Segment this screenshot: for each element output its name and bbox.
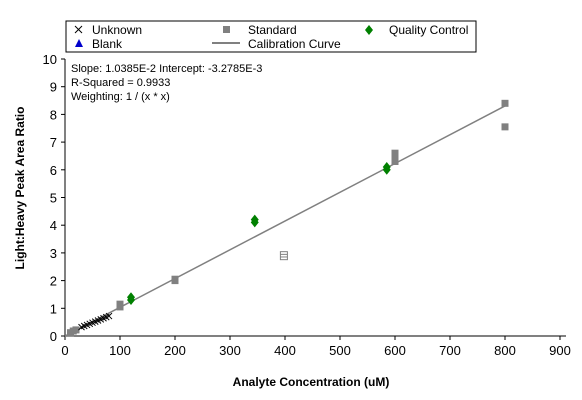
- standard-point: [501, 99, 509, 107]
- standard-point: [391, 153, 399, 161]
- legend-box: [65, 20, 477, 53]
- legend-marker-unknown: [74, 25, 83, 34]
- weighting-text: Weighting: 1 / (x * x): [71, 91, 170, 103]
- y-tick-label: 9: [50, 80, 57, 95]
- legend-label-calibration-curve: Calibration Curve: [248, 37, 341, 51]
- r-squared-text: R-Squared = 0.9933: [71, 77, 170, 89]
- x-axis-ticks: 0 100 200 300 400 500 600 700 800 900: [61, 336, 571, 358]
- slope-intercept-text: Slope: 1.0385E-2 Intercept: -3.2785E-3: [71, 63, 262, 75]
- legend-label-blank: Blank: [92, 37, 123, 51]
- unknown-point: [105, 312, 113, 320]
- y-tick-label: 8: [50, 107, 57, 122]
- quality-control-point: [250, 214, 259, 225]
- standard-point: [391, 149, 399, 157]
- quality-control-point: [382, 162, 391, 173]
- standard-point: [171, 275, 179, 283]
- y-tick-label: 3: [50, 246, 57, 261]
- calibration-curve-line: [64, 105, 506, 337]
- x-tick-label: 900: [549, 343, 571, 358]
- y-tick-label: 4: [50, 218, 57, 233]
- y-tick-label: 2: [50, 274, 57, 289]
- x-tick-label: 800: [494, 343, 516, 358]
- y-tick-label: 1: [50, 301, 57, 316]
- y-tick-label: 10: [43, 52, 57, 67]
- y-tick-label: 0: [50, 329, 57, 344]
- y-tick-label: 5: [50, 191, 57, 206]
- x-tick-label: 400: [274, 343, 296, 358]
- x-axis-title: Analyte Concentration (uM): [233, 375, 390, 389]
- x-tick-label: 300: [219, 343, 241, 358]
- x-tick-label: 200: [164, 343, 186, 358]
- data-points: [67, 99, 509, 337]
- x-tick-label: 0: [61, 343, 68, 358]
- x-tick-label: 600: [384, 343, 406, 358]
- legend-marker-standard: [223, 26, 230, 33]
- y-tick-label: 6: [50, 163, 57, 178]
- standard-point: [391, 157, 399, 165]
- legend: Unknown Standard Quality Control Blank C…: [74, 23, 468, 51]
- legend-label-standard: Standard: [248, 23, 297, 37]
- y-axis-ticks: 0 1 2 3 4 5 6 7 8 9 10: [43, 52, 65, 344]
- y-tick-label: 7: [50, 135, 57, 150]
- standard-excluded-point: [279, 251, 288, 261]
- y-axis-title: Light:Heavy Peak Area Ratio: [13, 107, 27, 270]
- standard-point: [72, 326, 80, 334]
- legend-marker-blank: [75, 39, 83, 47]
- standard-point: [501, 123, 509, 131]
- x-tick-label: 500: [329, 343, 351, 358]
- x-tick-label: 100: [109, 343, 131, 358]
- legend-label-quality-control: Quality Control: [389, 23, 468, 37]
- standard-point: [116, 300, 124, 308]
- x-tick-label: 700: [439, 343, 461, 358]
- legend-marker-quality-control: [365, 25, 373, 35]
- quality-control-point: [127, 292, 135, 303]
- legend-label-unknown: Unknown: [92, 23, 142, 37]
